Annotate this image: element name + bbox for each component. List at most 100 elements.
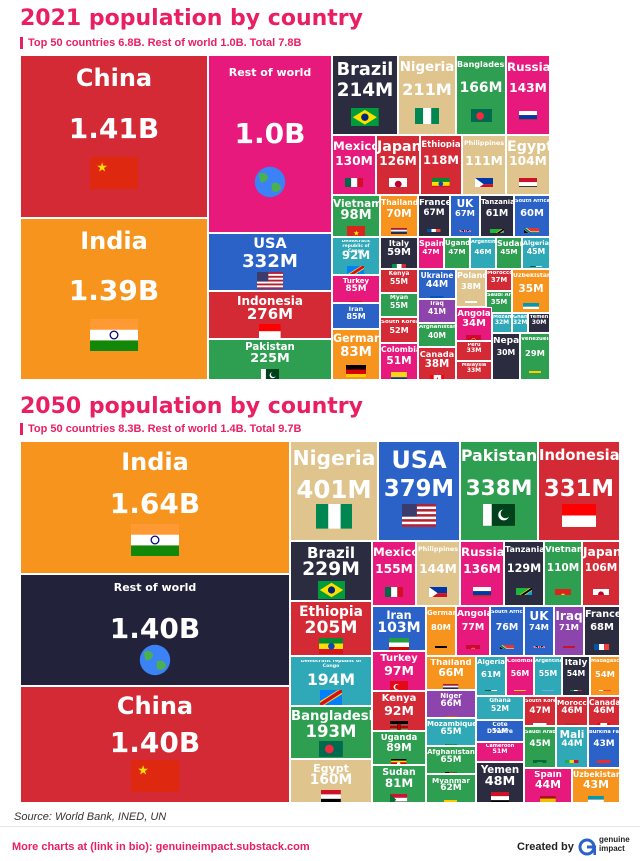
cell-value: 62M — [427, 784, 475, 793]
cell-value: 47M — [525, 707, 555, 716]
cell-madagascar: Madagascar54M — [590, 656, 620, 696]
cell-iraq: Iraq41Mالله — [418, 299, 456, 323]
flag-pk-icon — [261, 367, 279, 379]
cell-uganda: Uganda47M — [444, 237, 470, 269]
cell-label: Rest of world — [209, 67, 331, 79]
cell-label: Nigeria — [291, 448, 377, 469]
created-by-label: Created by — [517, 841, 574, 853]
cell-value: 30M — [529, 320, 549, 326]
flag-de-icon — [435, 640, 448, 648]
cell-value: 46M — [589, 707, 619, 716]
flag-mg-icon — [599, 683, 612, 691]
svg-text:★: ★ — [96, 160, 107, 175]
cell-value: 29M — [521, 349, 549, 357]
flag-ar-icon — [478, 259, 489, 266]
cell-germany: Germany80M — [426, 606, 456, 656]
cell-label: Iraq — [555, 610, 583, 623]
cell-value: 97M — [373, 665, 425, 678]
flag-id-icon — [562, 504, 596, 527]
cell-label: Italy — [563, 659, 589, 668]
cell-value: 211M — [399, 82, 455, 98]
cell-label: Philippines — [417, 546, 459, 553]
flag-tr-icon — [350, 294, 363, 302]
cell-label: Japan — [583, 546, 619, 559]
cell-value: 40M — [419, 332, 455, 340]
flag-ma-icon: ★ — [565, 717, 578, 726]
cell-value: 379M — [379, 478, 459, 501]
svg-text:★: ★ — [560, 592, 565, 595]
cell-value: 34M — [457, 319, 491, 329]
cell-value: 68M — [585, 623, 619, 633]
flag-dz-icon — [485, 683, 498, 691]
flag-earth-icon — [131, 644, 179, 676]
cell-value: 74M — [525, 623, 553, 631]
flag-ma-icon: ★ — [494, 284, 504, 291]
cell-value: 92M — [333, 250, 379, 262]
cell-value: 41M — [419, 308, 455, 316]
cell-value: 143M — [507, 82, 549, 94]
cell-colombia: Colombia51M — [380, 343, 418, 380]
flag-fr-icon — [594, 640, 609, 650]
cell-label: UK — [525, 610, 553, 623]
cell-value: 229M — [291, 561, 371, 580]
flag-sd-icon — [390, 791, 407, 802]
flag-ci-icon — [495, 735, 505, 742]
chart-2021-title: 2021 population by country — [20, 6, 363, 31]
cell-vietnam: Vietnam110M★ — [544, 541, 582, 606]
cell-value: 54M — [563, 670, 589, 678]
cell-value: 104M — [507, 155, 549, 167]
cell-label: Poland — [457, 272, 485, 280]
flag-ng-icon — [415, 108, 439, 124]
cell-value: 56M — [507, 670, 533, 678]
cell-value: 66M — [427, 700, 475, 709]
cell-value: 1.40B — [21, 615, 289, 643]
flag-in-icon — [131, 524, 179, 556]
flag-ug-icon — [391, 754, 406, 764]
cell-label: Russia — [461, 546, 503, 558]
flag-fr-icon — [427, 223, 440, 232]
cell-value: 85M — [333, 312, 379, 320]
cell-label: Philippines — [463, 140, 505, 147]
flag-ph-icon — [429, 584, 447, 596]
cell-value: 32M — [493, 320, 511, 326]
flag-gh-icon: ★ — [495, 713, 506, 720]
flag-ca-icon — [430, 369, 445, 379]
flag-za-icon — [500, 640, 514, 650]
flag-ke-icon — [390, 718, 408, 730]
flag-it-icon — [570, 683, 582, 691]
flag-af-icon — [445, 765, 458, 773]
cell-value: 46M — [471, 248, 495, 255]
more-charts-link[interactable]: More charts at (link in bio): genuineimp… — [12, 841, 310, 853]
cell-value: 52M — [477, 705, 523, 713]
flag-es-icon — [426, 259, 437, 266]
logo-text: genuine impact — [599, 835, 630, 853]
cell-value: 44M — [525, 780, 571, 791]
cell-value: 144M — [417, 563, 459, 575]
cell-value: 92M — [373, 705, 425, 718]
flag-de-icon — [346, 363, 366, 376]
flag-mm-icon: ★ — [394, 310, 405, 317]
chart-2050-title: 2050 population by country — [20, 394, 363, 419]
flag-vn-icon: ★ — [555, 584, 571, 595]
cell-value: 401M — [291, 478, 377, 502]
cell-value: 44M — [557, 740, 587, 749]
flag-za-icon — [524, 223, 539, 233]
